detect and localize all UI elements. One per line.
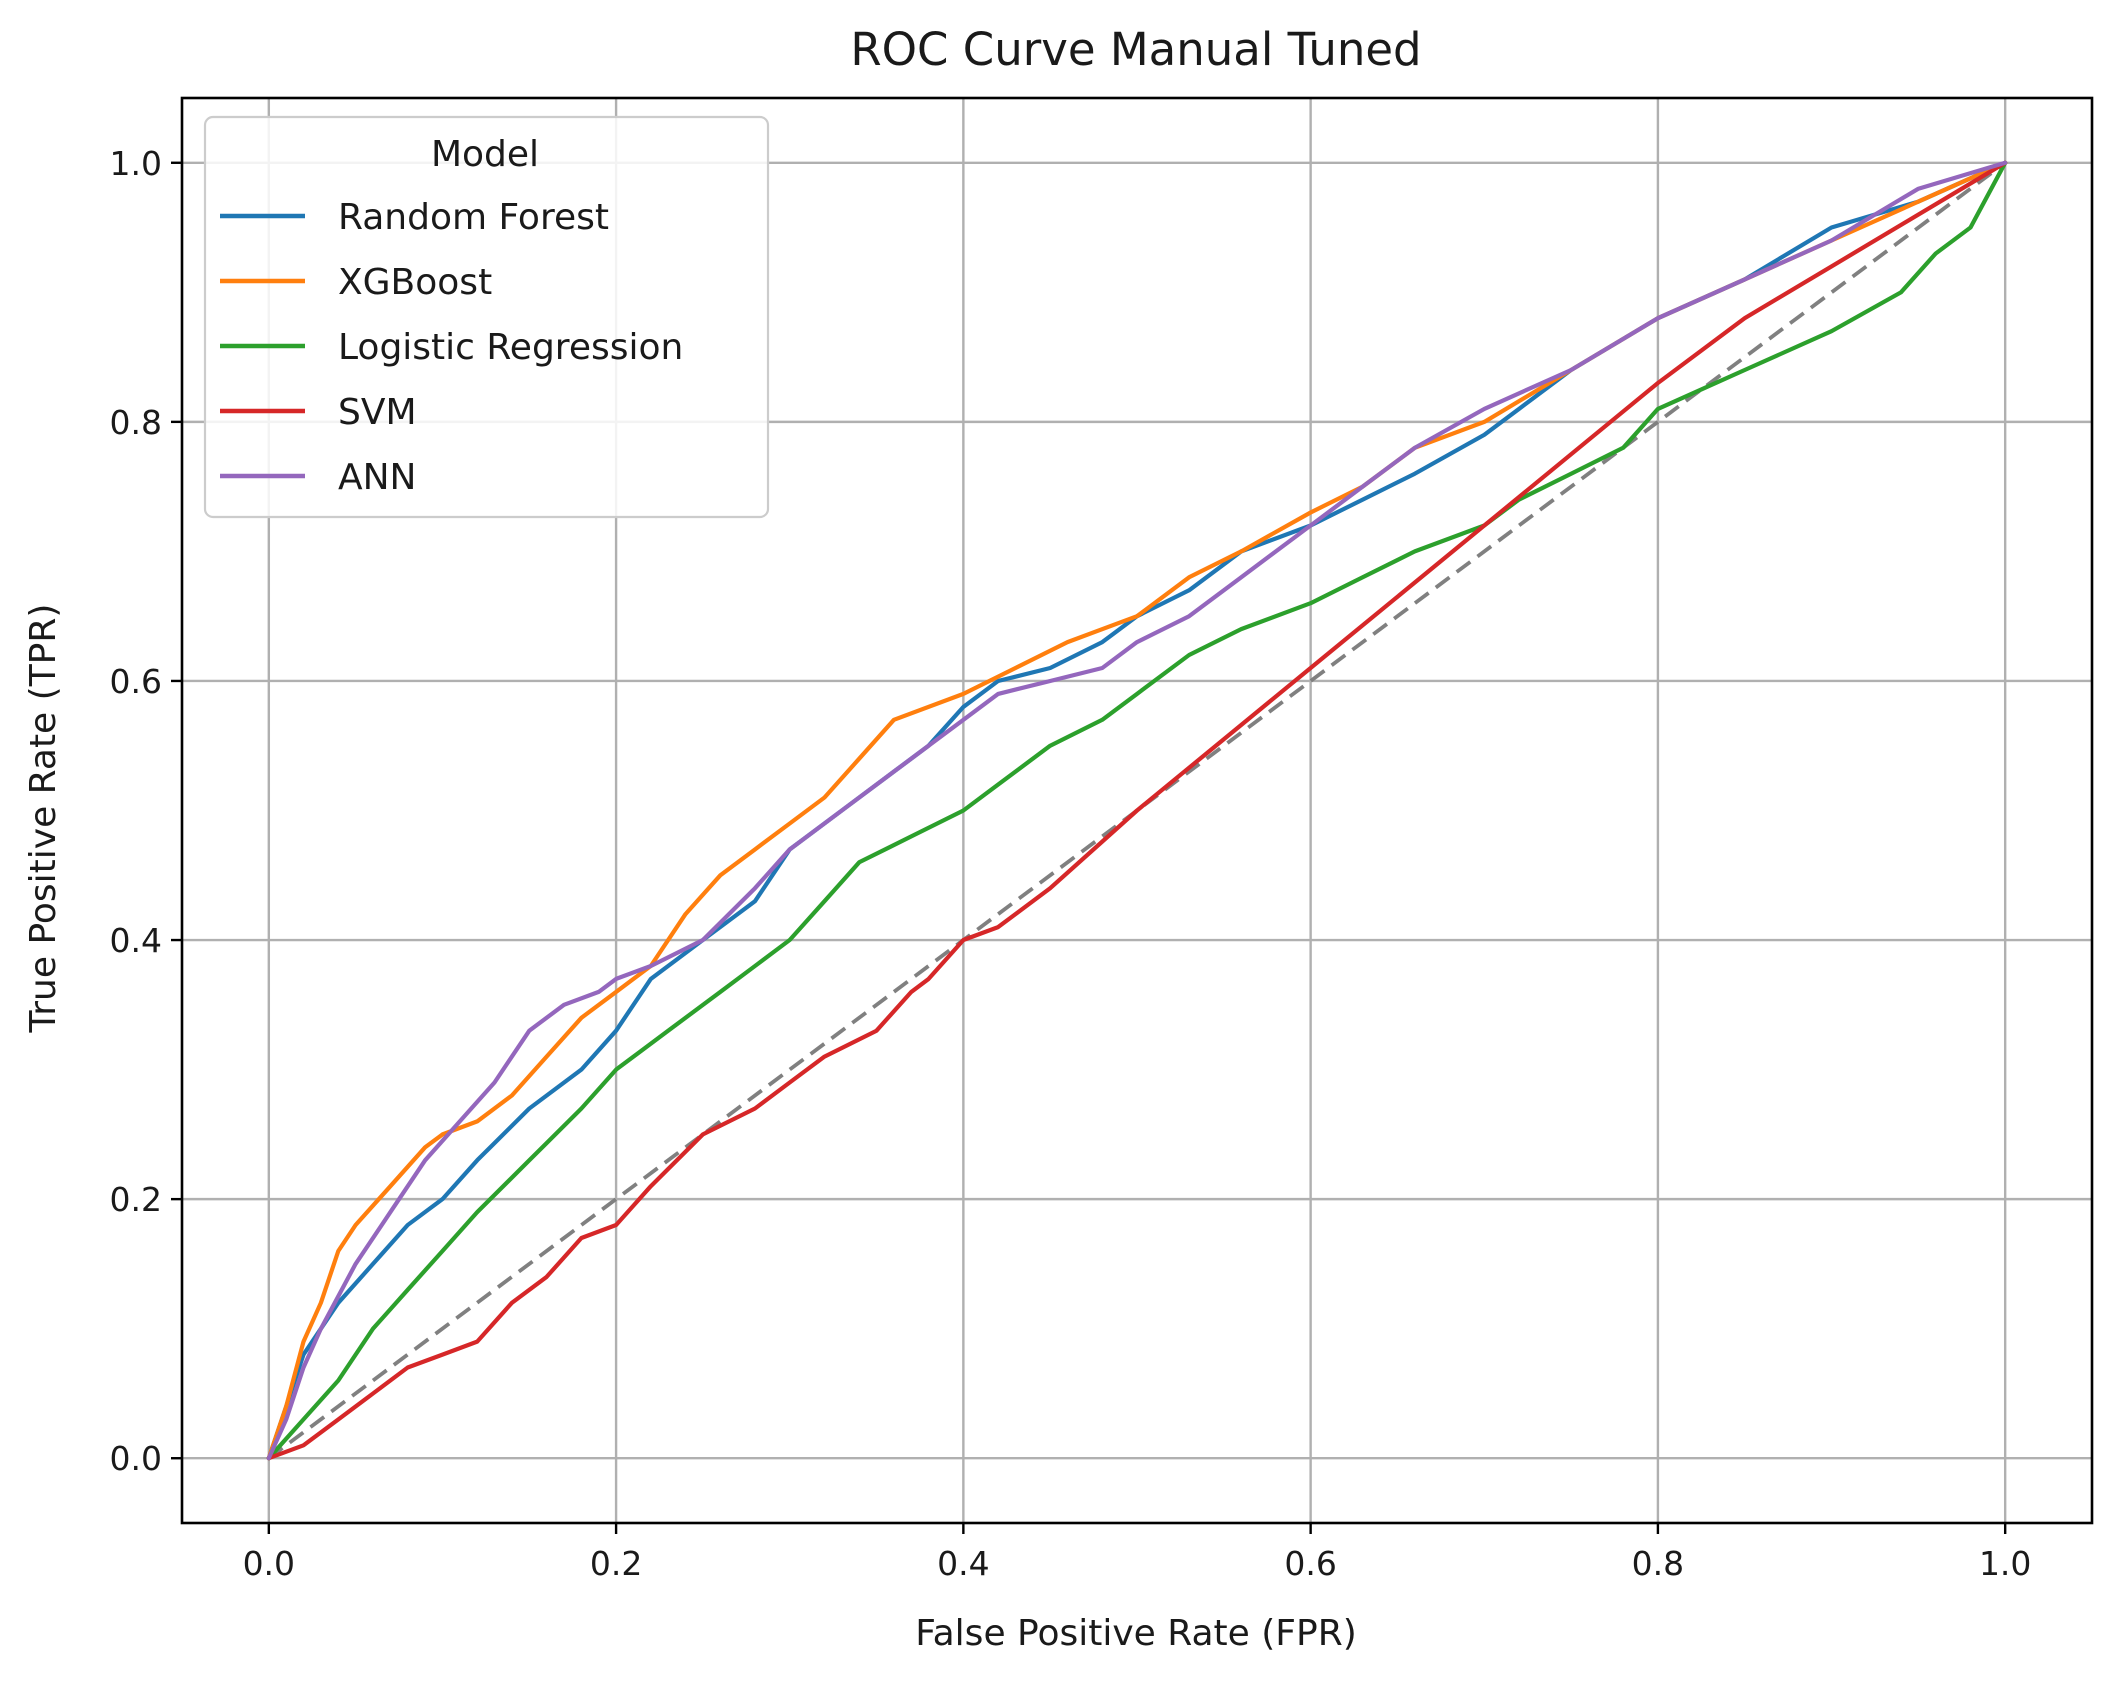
legend-box bbox=[203, 115, 770, 519]
legend-label-logistic-regression: Logistic Regression bbox=[338, 327, 683, 368]
y-tick-label: 0.8 bbox=[110, 403, 162, 442]
series-line-random-forest bbox=[266, 160, 2008, 1461]
y-tick-label: 0.2 bbox=[110, 1180, 162, 1219]
legend-label-xgboost: XGBoost bbox=[338, 262, 492, 303]
y-axis-label: True Positive Rate (TPR) bbox=[23, 604, 64, 1034]
chance-diagonal-line bbox=[267, 161, 2007, 1460]
y-tick-label: 1.0 bbox=[110, 144, 162, 183]
legend-label-svm: SVM bbox=[338, 392, 417, 433]
plot-frame bbox=[180, 96, 2094, 1525]
legend-title: Model bbox=[431, 134, 539, 175]
series-line-logistic-regression bbox=[266, 160, 2008, 1461]
series-line-ann bbox=[266, 160, 2008, 1461]
y-tick-label: 0.0 bbox=[110, 1439, 162, 1478]
x-tick-label: 0.6 bbox=[1284, 1544, 1336, 1583]
legend: Model Random Forest XGBoost Logistic Regre… bbox=[203, 115, 770, 519]
legend-label-random-forest: Random Forest bbox=[338, 197, 609, 238]
y-tick-label: 0.4 bbox=[110, 921, 162, 960]
y-tick-label: 0.6 bbox=[110, 662, 162, 701]
x-tick-label: 0.2 bbox=[590, 1544, 642, 1583]
legend-label-ann: ANN bbox=[338, 457, 417, 498]
chart-title: ROC Curve Manual Tuned bbox=[850, 23, 1421, 76]
x-tick-label: 0.8 bbox=[1632, 1544, 1684, 1583]
plot-lines bbox=[266, 160, 2008, 1461]
x-axis-label: False Positive Rate (FPR) bbox=[915, 1613, 1357, 1654]
series-line-svm bbox=[266, 160, 2008, 1461]
series-line-xgboost bbox=[266, 160, 2008, 1461]
x-tick-label: 0.0 bbox=[243, 1544, 295, 1583]
axis-ticks: 0.0 0.2 0.4 0.6 0.8 1.0 0.0 0.2 0.4 0.6 0.8 1.0 bbox=[110, 144, 2032, 1583]
x-tick-label: 0.4 bbox=[937, 1544, 989, 1583]
x-tick-label: 1.0 bbox=[1979, 1544, 2031, 1583]
